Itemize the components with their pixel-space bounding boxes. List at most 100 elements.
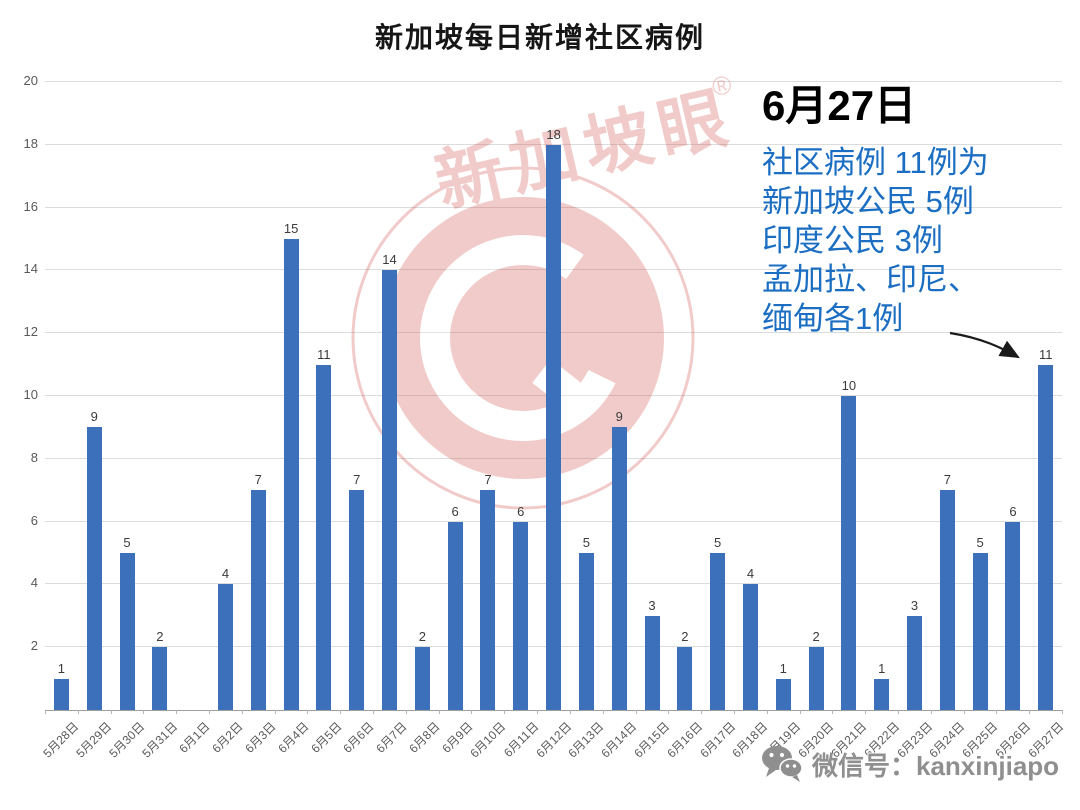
bar-slot: 4 6月2日 <box>209 82 245 755</box>
bar-slot: 5 6月25日 <box>959 82 1000 760</box>
bar-slot: 11 6月27日 <box>1025 82 1066 761</box>
y-axis-tick-label: 14 <box>23 261 38 277</box>
x-axis-tick <box>45 710 46 714</box>
bar-value-label: 1 <box>779 660 787 676</box>
x-axis-tick <box>963 710 965 714</box>
bar-value-label: 5 <box>976 535 984 550</box>
x-axis-tick <box>77 710 79 714</box>
bar-value-label: 2 <box>156 629 164 645</box>
bar-slot: 3 6月23日 <box>894 82 935 761</box>
x-axis-tick-label: 6月14日 <box>598 719 640 761</box>
x-axis-tick <box>176 710 178 714</box>
bar-slot: 2 6月16日 <box>664 82 705 760</box>
y-axis-tick-label: 4 <box>30 575 38 591</box>
bar-value-label: 5 <box>582 535 591 550</box>
x-axis-tick-label: 6月2日 <box>209 719 246 756</box>
bar: 9 <box>611 409 627 710</box>
bar-value-label: 2 <box>681 629 689 645</box>
bar: 5 <box>710 535 726 710</box>
bar: 3 <box>644 598 660 710</box>
y-axis-tick-label: 2 <box>30 638 38 654</box>
x-axis-tick <box>110 710 112 714</box>
bar: 7 <box>939 472 955 710</box>
x-axis-tick <box>733 710 735 714</box>
bar-value-label: 1 <box>57 660 66 676</box>
x-axis-tick-label: 6月17日 <box>696 719 738 761</box>
bar-slot: 7 6月6日 <box>340 82 377 756</box>
bar-slot: 7 6月24日 <box>927 82 968 760</box>
bar-slot: 3 6月15日 <box>631 82 672 761</box>
bar-value-label: 6 <box>451 503 459 519</box>
bar-slot: 1 5月28日 <box>41 82 82 761</box>
x-axis-tick-label: 6月10日 <box>467 719 509 761</box>
bar-value-label: 4 <box>221 566 230 582</box>
gridline <box>45 143 1062 145</box>
bar-slot: 5 5月30日 <box>106 82 147 760</box>
bar-slot: 5 6月13日 <box>566 82 607 760</box>
bar: 3 <box>907 598 923 710</box>
bar-slot: 4 6月18日 <box>730 82 771 760</box>
x-axis-tick <box>766 710 768 714</box>
x-axis-tick-label: 5月28日 <box>40 719 82 761</box>
x-axis-tick <box>340 710 342 714</box>
bar-slot: 14 6月7日 <box>373 82 410 755</box>
bar-slot: 5 6月17日 <box>697 82 738 760</box>
bar-value-label: 5 <box>123 535 131 550</box>
bar: 11 <box>316 347 332 710</box>
x-axis-tick <box>1029 710 1031 714</box>
bar-value-label: 11 <box>1039 346 1053 362</box>
x-axis-tick <box>865 710 867 714</box>
x-axis-tick-label: 6月13日 <box>565 719 607 761</box>
x-axis-tick <box>504 710 506 714</box>
bar: 4 <box>217 566 233 710</box>
x-axis-tick <box>438 710 440 714</box>
x-axis-tick <box>307 710 309 714</box>
bar-value-label: 3 <box>910 597 919 613</box>
x-axis-tick-label: 6月1日 <box>176 719 213 756</box>
bar-slot: 2 6月8日 <box>406 82 442 756</box>
x-axis-tick-label: 6月5日 <box>307 719 345 756</box>
x-axis-tick-label: 5月31日 <box>139 719 181 761</box>
bar: 7 <box>250 472 266 710</box>
bar-slot: 6 6月9日 <box>439 82 475 756</box>
x-axis-tick-label: 6月6日 <box>340 719 378 756</box>
bar: 18 <box>546 127 562 710</box>
annotation-line: 孟加拉、印尼、 <box>762 262 979 297</box>
bar-slot: 1 6月22日 <box>861 82 902 761</box>
wechat-icon <box>762 746 803 782</box>
bar-slot: 7 6月3日 <box>242 82 278 756</box>
bar-value-label: 6 <box>517 503 525 519</box>
x-axis-tick <box>799 710 801 714</box>
bar: 1 <box>53 661 69 710</box>
bar-value-label: 7 <box>353 472 361 488</box>
bar-slot: 9 5月29日 <box>73 82 114 760</box>
bar-value-label: 15 <box>283 221 299 236</box>
bar: 7 <box>349 472 365 710</box>
bar: 5 <box>119 535 135 710</box>
bar-slot: 9 6月14日 <box>598 82 639 760</box>
x-axis-tick <box>405 710 407 714</box>
x-axis-tick <box>537 710 539 714</box>
bar-value-label: 10 <box>841 378 857 393</box>
x-axis-tick-label: 6月11日 <box>500 719 542 760</box>
bar-value-label: 2 <box>418 629 426 645</box>
bar: 6 <box>513 504 529 710</box>
bar: 11 <box>1038 347 1054 710</box>
bar-slot: 2 5月31日 <box>139 82 180 760</box>
x-axis-tick <box>471 710 473 714</box>
bar-slot: 10 6月21日 <box>828 82 869 760</box>
bar-value-label: 2 <box>812 629 820 645</box>
x-axis-tick <box>274 710 276 714</box>
chart-title: 新加坡每日新增社区病例 <box>374 22 705 53</box>
bar-value-label: 5 <box>714 535 722 550</box>
x-axis-tick-label: 5月29日 <box>73 719 115 761</box>
bar-slot: 6月1日 <box>176 82 213 755</box>
x-axis-tick-label: 6月16日 <box>664 719 706 761</box>
bar: 10 <box>841 378 857 710</box>
y-axis-tick-label: 20 <box>23 73 38 88</box>
bar-slot: 15 6月4日 <box>275 82 311 756</box>
bar: 5 <box>578 535 594 710</box>
x-axis-tick <box>668 710 670 714</box>
bar-value-label: 11 <box>317 346 331 362</box>
